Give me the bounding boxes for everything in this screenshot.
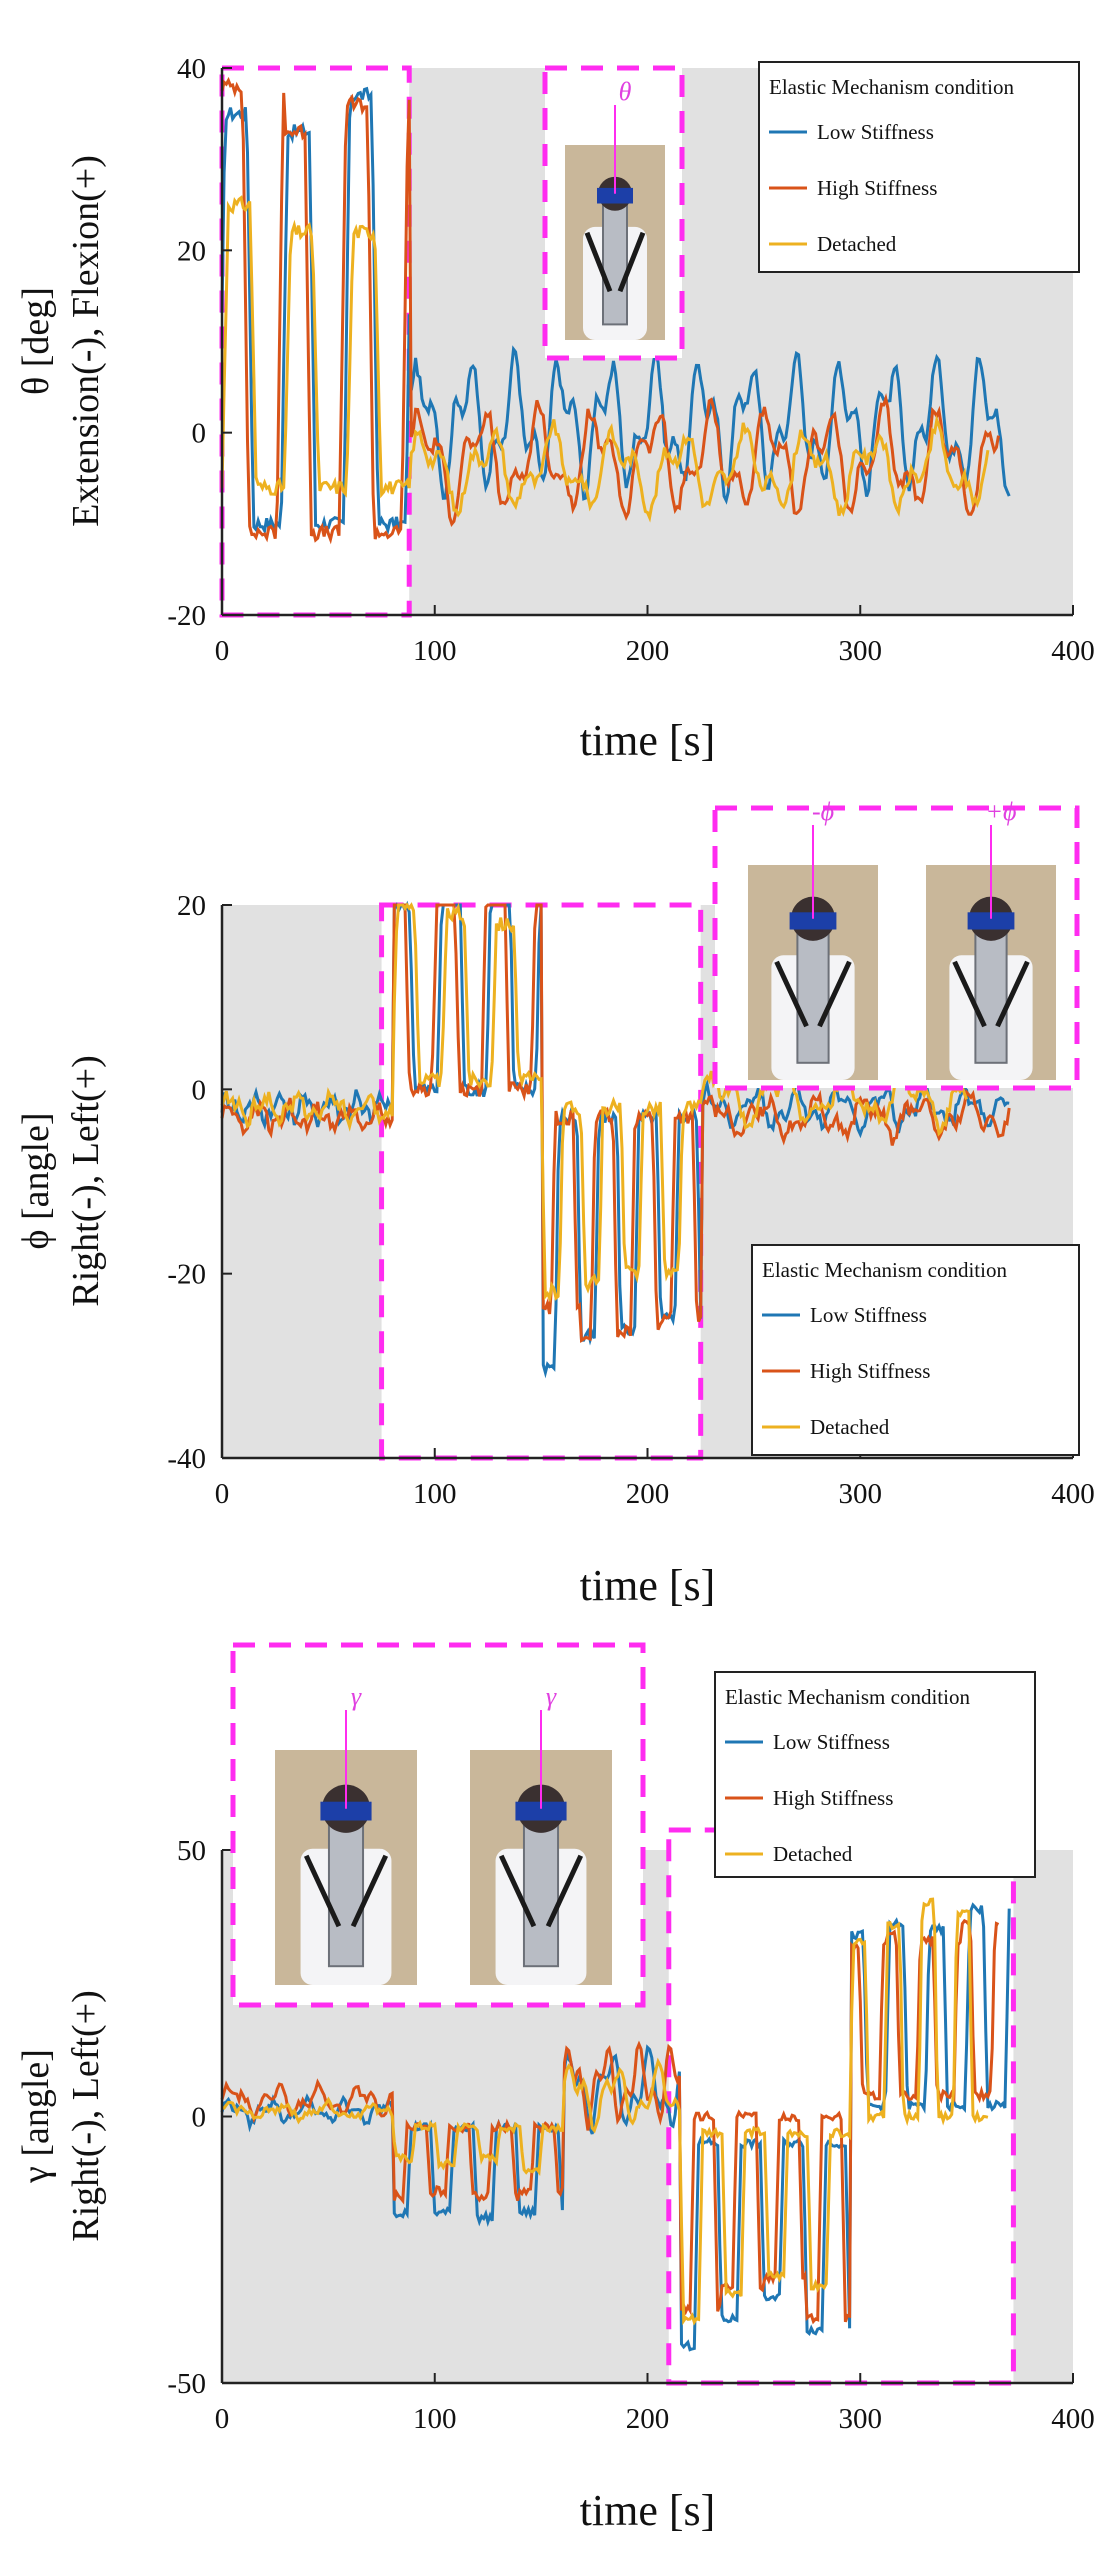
strap — [995, 960, 1030, 1028]
x-tick-label: 400 — [1051, 2403, 1095, 2435]
legend-label: Low Stiffness — [773, 1730, 890, 1754]
x-tick-label: 100 — [413, 1478, 457, 1510]
strap — [952, 960, 987, 1028]
chart-gamma: 0 100 200 300 400 -50 0 50 time [s] γ [angle] Righ… — [15, 1642, 1095, 2535]
series-line-low-stiffness — [220, 1902, 1011, 2352]
series-line-high-stiffness — [220, 76, 1000, 545]
inset-angle-label: -ϕ — [812, 797, 834, 826]
legend-label: High Stiffness — [773, 1786, 893, 1810]
y-tick-label: 20 — [177, 890, 206, 922]
strap — [545, 1854, 584, 1928]
legend-label: High Stiffness — [817, 176, 937, 200]
inset-angle-label: +ϕ — [985, 797, 1016, 826]
exoskeleton-frame — [602, 202, 628, 326]
series-line-detached — [220, 195, 990, 523]
x-tick-label: 100 — [413, 2403, 457, 2435]
legend-label: Detached — [810, 1415, 890, 1439]
y-axis-label: ϕ [angle] — [15, 1112, 57, 1249]
x-tick-label: 300 — [839, 635, 883, 667]
legend-box — [758, 61, 1080, 273]
x-tick-label: 300 — [839, 2403, 883, 2435]
exoskeleton-frame — [522, 1819, 560, 1968]
series-line-detached — [221, 1897, 989, 2326]
x-tick-label: 0 — [215, 635, 230, 667]
legend-label: Low Stiffness — [810, 1303, 927, 1327]
y-axis-sublabel: Right(-), Left(+) — [65, 1990, 107, 2241]
strap — [350, 1854, 389, 1928]
y-tick-label: -40 — [167, 1443, 206, 1475]
series-line-low-stiffness — [220, 900, 1010, 1379]
y-tick-label: -20 — [167, 600, 206, 632]
x-axis-label: time [s] — [580, 716, 716, 765]
x-axis-label: time [s] — [580, 1561, 716, 1610]
strap — [584, 231, 613, 293]
legend-label: High Stiffness — [810, 1359, 930, 1383]
y-tick-label: -20 — [167, 1259, 206, 1291]
y-tick-label: 20 — [177, 235, 206, 267]
x-tick-label: 400 — [1051, 1478, 1095, 1510]
strap — [817, 960, 852, 1028]
shaded-region — [1013, 1850, 1073, 2383]
headgear — [515, 1801, 567, 1821]
series-line-high-stiffness — [220, 903, 1011, 1344]
inset-angle-label: γ — [351, 1682, 362, 1711]
legend-title: Elastic Mechanism condition — [769, 75, 1014, 99]
x-tick-label: 400 — [1051, 635, 1095, 667]
y-axis-sublabel: Right(-), Left(+) — [65, 1055, 107, 1306]
exoskeleton-frame — [974, 928, 1008, 1064]
legend-label: Low Stiffness — [817, 120, 934, 144]
y-tick-label: 0 — [192, 418, 207, 450]
inset-angle-label: θ — [619, 77, 632, 106]
strap — [303, 1854, 342, 1928]
legend-box — [714, 1671, 1036, 1878]
y-tick-label: 0 — [192, 2102, 207, 2134]
y-tick-label: -50 — [167, 2368, 206, 2400]
legend-label: Detached — [817, 232, 897, 256]
y-axis-label: γ [angle] — [15, 2049, 57, 2184]
y-tick-label: 40 — [177, 53, 206, 85]
headgear — [320, 1801, 372, 1821]
x-tick-label: 200 — [626, 2403, 670, 2435]
inset-angle-label: γ — [546, 1682, 557, 1711]
strap — [774, 960, 809, 1028]
y-axis-label: θ [deg] — [15, 287, 57, 395]
exoskeleton-frame — [796, 928, 830, 1064]
legend-box — [751, 1244, 1080, 1456]
x-tick-label: 100 — [413, 635, 457, 667]
y-tick-label: 50 — [177, 1835, 206, 1867]
shaded-region — [222, 905, 382, 1458]
y-axis-sublabel: Extension(-), Flexion(+) — [65, 155, 107, 527]
chart-phi: 0 100 200 300 400 -40 -20 0 20 time [s] ϕ [angle] R… — [15, 797, 1095, 1610]
y-tick-label: 0 — [192, 1074, 207, 1106]
chart-theta: 0 100 200 300 400 -20 0 20 40 time [s] θ [deg] Exte… — [15, 53, 1095, 765]
strap — [498, 1854, 537, 1928]
headgear — [967, 912, 1015, 930]
strap — [617, 231, 646, 293]
legend-title: Elastic Mechanism condition — [762, 1258, 1007, 1282]
headgear — [597, 187, 633, 204]
headgear — [789, 912, 837, 930]
x-tick-label: 200 — [626, 1478, 670, 1510]
x-axis-label: time [s] — [580, 2486, 716, 2535]
x-tick-label: 0 — [215, 1478, 230, 1510]
legend-title: Elastic Mechanism condition — [725, 1685, 970, 1709]
x-tick-label: 0 — [215, 2403, 230, 2435]
x-tick-label: 200 — [626, 635, 670, 667]
x-tick-label: 300 — [839, 1478, 883, 1510]
legend-label: Detached — [773, 1842, 853, 1866]
exoskeleton-frame — [327, 1819, 365, 1968]
